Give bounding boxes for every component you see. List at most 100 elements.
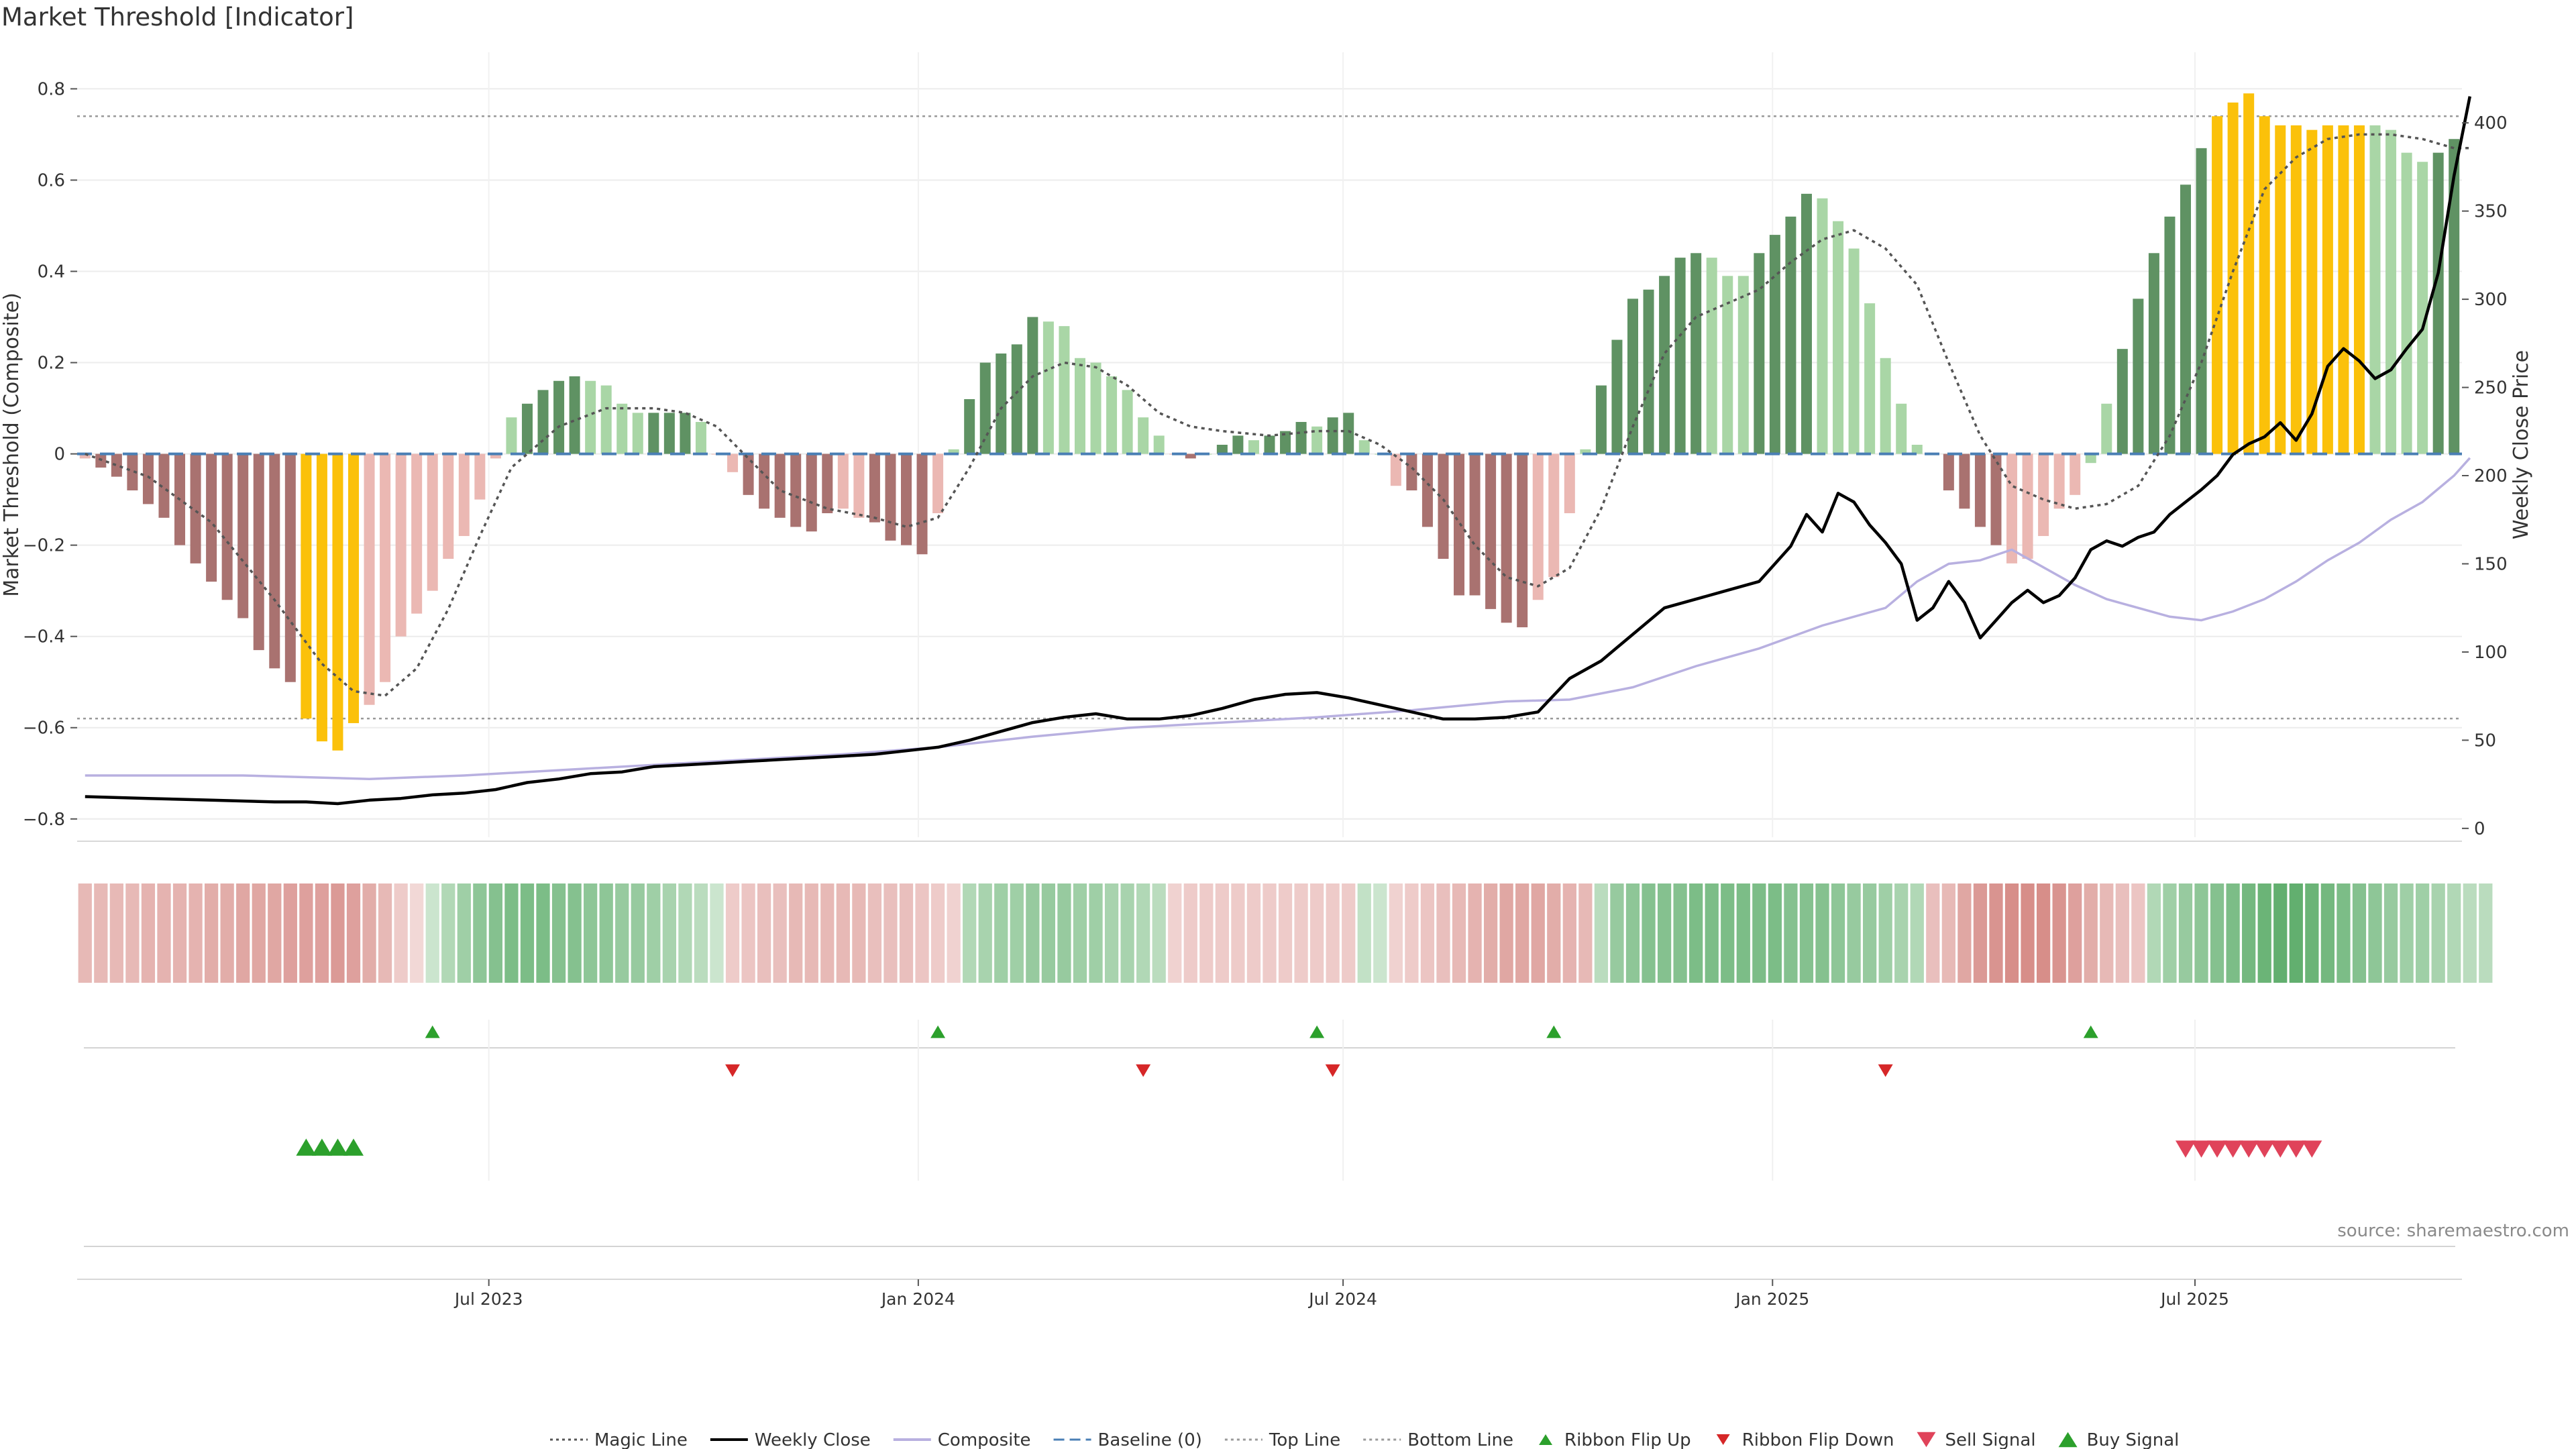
- ribbon-cell: [867, 883, 882, 983]
- ribbon-cell: [268, 883, 282, 983]
- sell-signal-marker: [2207, 1140, 2228, 1158]
- ribbon-flip-up-marker: [930, 1025, 946, 1038]
- threshold-bar: [2275, 125, 2286, 454]
- threshold-bar: [506, 417, 517, 454]
- threshold-bar: [2148, 253, 2159, 454]
- threshold-bar: [2369, 125, 2381, 454]
- threshold-bar: [1264, 435, 1275, 454]
- sell-signal-marker: [2270, 1140, 2291, 1158]
- y-tick-label: 0.6: [38, 170, 65, 191]
- threshold-bar: [1769, 235, 1780, 454]
- ribbon-cell: [647, 883, 661, 983]
- threshold-bar: [1358, 440, 1370, 454]
- threshold-bar: [1643, 289, 1654, 454]
- threshold-bar: [632, 413, 643, 454]
- threshold-bar: [1737, 276, 1749, 454]
- ribbon-cell: [109, 883, 123, 983]
- threshold-bar: [2053, 453, 2065, 509]
- legend-swatch: [2058, 1432, 2078, 1448]
- series-lines: [77, 96, 2472, 806]
- ribbon-cell: [852, 883, 866, 983]
- sell-signal-marker: [2175, 1140, 2196, 1158]
- ribbon-cell: [1989, 883, 2003, 983]
- ribbon-cell: [2131, 883, 2145, 983]
- ribbon-cell: [1120, 883, 1134, 983]
- ribbon-cell: [1752, 883, 1766, 983]
- threshold-bar: [806, 453, 817, 532]
- ribbon-cell: [789, 883, 803, 983]
- threshold-bar: [964, 398, 975, 454]
- threshold-bar: [2290, 125, 2302, 454]
- ribbon-cell: [615, 883, 629, 983]
- ribbon-cell: [1231, 883, 1245, 983]
- ribbon-cell: [2337, 883, 2351, 983]
- ribbon-cell: [1310, 883, 1324, 983]
- source-credit: source: sharemaestro.com: [2337, 1221, 2569, 1241]
- ribbon-cell: [2320, 883, 2335, 983]
- threshold-bar: [1216, 445, 1228, 454]
- threshold-bar: [1280, 431, 1291, 454]
- ribbon-cell: [2383, 883, 2398, 983]
- threshold-bar: [411, 453, 423, 614]
- threshold-bar: [979, 362, 991, 454]
- threshold-bar: [1801, 193, 1812, 454]
- ribbon-cell: [551, 883, 566, 983]
- threshold-bar: [2022, 453, 2033, 559]
- threshold-bar: [600, 385, 612, 454]
- ribbon-cell: [189, 883, 203, 983]
- ribbon-cell: [2479, 883, 2493, 983]
- legend-item: Top Line: [1224, 1430, 1340, 1449]
- threshold-bar: [301, 453, 312, 719]
- ribbon-cell: [1910, 883, 1924, 983]
- ribbon-cell: [1073, 883, 1087, 983]
- buy-signal-marker: [311, 1138, 332, 1156]
- threshold-bar: [2306, 129, 2318, 454]
- legend-label: Top Line: [1269, 1430, 1340, 1449]
- weekly-close-line: [85, 96, 2472, 806]
- legend-label: Bottom Line: [1407, 1430, 1513, 1449]
- threshold-bar: [837, 453, 849, 509]
- threshold-bar: [1880, 358, 1891, 454]
- ribbon-cell: [2147, 883, 2161, 983]
- ribbon-cell: [1483, 883, 1498, 983]
- threshold-bar: [553, 380, 565, 454]
- ribbon-cell: [504, 883, 519, 983]
- threshold-bar: [2353, 125, 2365, 454]
- threshold-bar: [1785, 216, 1796, 454]
- ribbon-cell: [820, 883, 835, 983]
- x-tick-label: Jul 2023: [453, 1289, 523, 1309]
- y2-axis-title: Weekly Close Price: [2510, 350, 2533, 539]
- ribbon-cell: [2431, 883, 2445, 983]
- ribbon-cell: [994, 883, 1008, 983]
- ribbon-cell: [157, 883, 171, 983]
- trend-ribbon: [78, 883, 2493, 983]
- ribbon-cell: [1642, 883, 1656, 983]
- threshold-bar: [395, 453, 407, 637]
- ribbon-flip-up-marker: [1309, 1025, 1325, 1038]
- legend-item: Weekly Close: [710, 1430, 871, 1449]
- ribbon-cell: [2052, 883, 2066, 983]
- legend-label: Ribbon Flip Down: [1742, 1430, 1894, 1449]
- threshold-bar: [695, 421, 706, 454]
- threshold-bar: [2101, 403, 2112, 454]
- threshold-bar: [616, 403, 628, 454]
- ribbon-cell: [346, 883, 361, 983]
- ribbon-cell: [2447, 883, 2461, 983]
- y2-tick-label: 300: [2474, 290, 2508, 310]
- threshold-bar: [932, 453, 944, 514]
- threshold-bar: [1864, 303, 1876, 454]
- threshold-bar: [237, 453, 249, 619]
- threshold-bar: [1564, 453, 1575, 514]
- threshold-bar: [680, 413, 691, 454]
- threshold-bar: [585, 380, 596, 454]
- ribbon-cell: [1515, 883, 1529, 983]
- threshold-bar: [1327, 417, 1338, 454]
- threshold-bar: [2133, 299, 2144, 454]
- ribbon-cell: [2100, 883, 2114, 983]
- sell-signal-marker: [2191, 1140, 2212, 1158]
- threshold-bar: [1232, 435, 1244, 454]
- ribbon-cell: [1578, 883, 1593, 983]
- ribbon-cell: [172, 883, 187, 983]
- threshold-bar: [1722, 276, 1733, 454]
- threshold-bar: [127, 453, 138, 491]
